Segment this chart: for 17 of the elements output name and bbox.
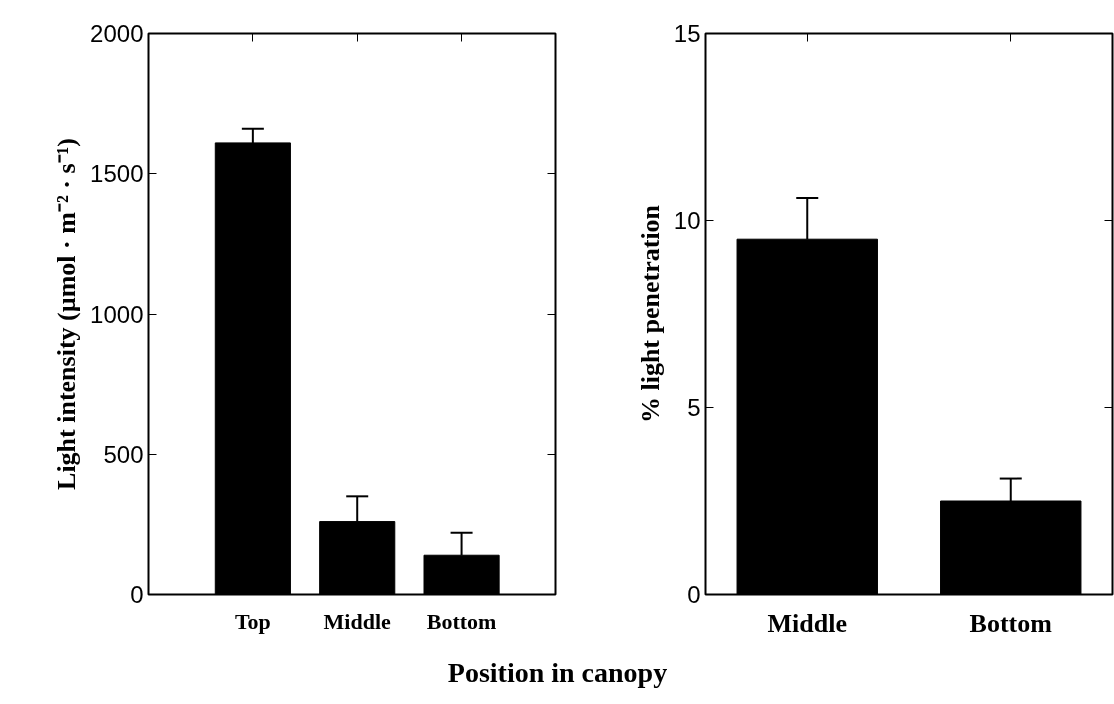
y-tick-label: 500 (103, 440, 144, 468)
x-tick-label: Middle (323, 608, 392, 634)
y-tick-label: 0 (130, 581, 144, 608)
y-tick-label: 0 (687, 581, 701, 608)
y-axis-title: % light penetration (635, 204, 665, 424)
y-tick-label: 15 (673, 20, 701, 47)
x-axis-title: Position in canopy (447, 657, 668, 688)
y-tick-label: 1000 (90, 300, 144, 328)
x-tick-label: Middle (767, 608, 847, 638)
y-axis-title: Light intensity (µmol · m⁻² · s⁻¹) (52, 138, 82, 490)
x-tick-label: Bottom (426, 608, 497, 634)
y-tick-label: 5 (687, 394, 701, 421)
x-tick-label: Bottom (969, 608, 1053, 638)
y-tick-label: 2000 (90, 20, 144, 47)
y-tick-label: 1500 (90, 160, 144, 188)
y-tick-label: 10 (673, 207, 701, 234)
x-tick-label: Top (234, 608, 271, 634)
